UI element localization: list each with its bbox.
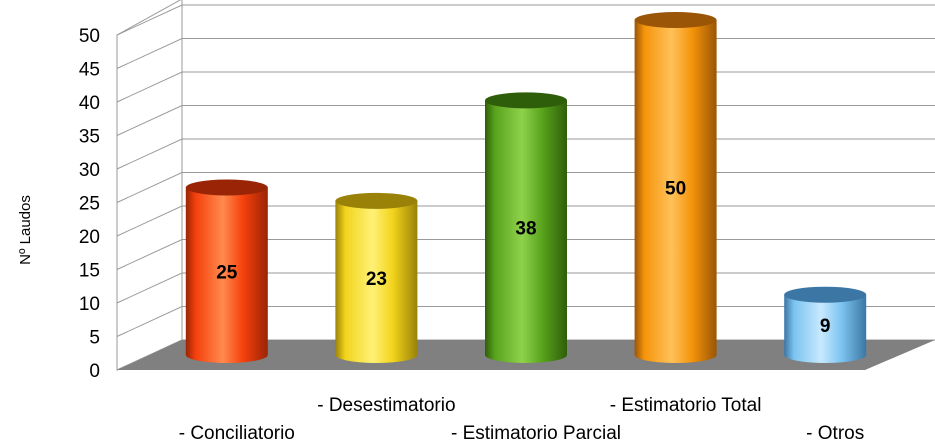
side-wall bbox=[116, 0, 183, 371]
bar-top bbox=[185, 179, 268, 196]
data-label: 38 bbox=[515, 219, 536, 240]
y-tick-label: 0 bbox=[89, 361, 100, 382]
y-tick-label: 20 bbox=[79, 227, 100, 248]
y-tick-label: 35 bbox=[79, 127, 100, 148]
category-label: - Desestimatorio bbox=[317, 395, 455, 416]
y-tick-label: 15 bbox=[79, 261, 100, 282]
bar: 38 bbox=[485, 92, 567, 364]
bar: 50 bbox=[634, 12, 717, 363]
y-tick-label: 10 bbox=[79, 294, 100, 315]
data-label: 50 bbox=[665, 179, 686, 200]
bar-body bbox=[335, 200, 418, 363]
bar: 23 bbox=[335, 192, 418, 363]
y-tick-label: 5 bbox=[89, 328, 100, 349]
bar-body bbox=[485, 100, 567, 364]
y-tick-label: 45 bbox=[79, 60, 100, 81]
bar-top bbox=[485, 92, 567, 109]
category-labels: - Conciliatorio - Desestimatorio - Estimat… bbox=[179, 395, 865, 444]
bar-body bbox=[784, 294, 867, 363]
category-label: - Conciliatorio bbox=[179, 423, 295, 444]
data-label: 25 bbox=[216, 262, 238, 283]
bar-top bbox=[634, 12, 717, 28]
bar-body bbox=[634, 20, 717, 363]
category-label: - Otros bbox=[806, 423, 864, 444]
y-axis-label: Nº Laudos bbox=[17, 195, 34, 265]
y-tick-label: 50 bbox=[79, 26, 100, 47]
data-label: 23 bbox=[366, 269, 387, 290]
chart-walls bbox=[116, 0, 183, 371]
bar-top bbox=[784, 286, 867, 303]
y-tick-label: 30 bbox=[79, 160, 100, 181]
y-tick-label: 40 bbox=[79, 93, 100, 114]
bar-body bbox=[185, 187, 268, 363]
y-tick-label: 25 bbox=[79, 194, 100, 215]
y-axis-ticks: 0 5 10 15 20 25 30 35 40 45 50 bbox=[79, 26, 100, 382]
gridline bbox=[116, 38, 935, 69]
bar: 25 bbox=[185, 179, 268, 363]
bar: 9 bbox=[784, 286, 867, 363]
data-label: 9 bbox=[820, 316, 831, 337]
bars: 25 23 38 50 9 bbox=[185, 12, 867, 364]
category-label: - Estimatorio Parcial bbox=[451, 423, 621, 444]
bar-top bbox=[335, 192, 418, 209]
category-label: - Estimatorio Total bbox=[610, 395, 762, 416]
gridline bbox=[116, 4, 935, 36]
